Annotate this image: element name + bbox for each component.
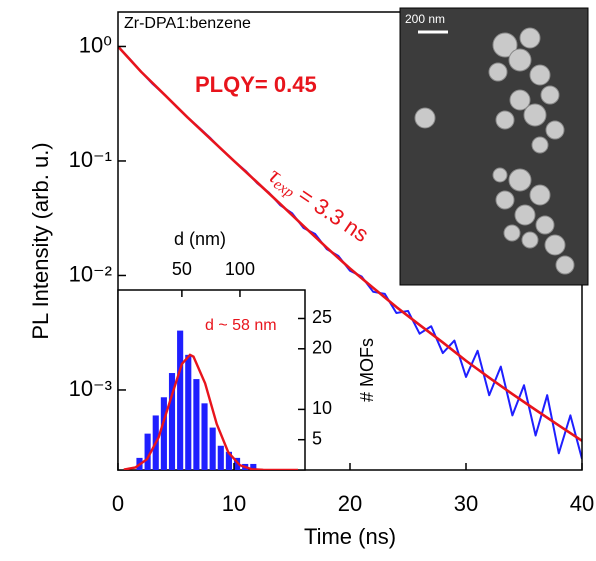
histogram-bar <box>168 373 176 470</box>
inset-x-tick-label: 100 <box>225 259 255 279</box>
histogram-bar <box>250 463 257 470</box>
y-tick-label: 10⁻² <box>69 261 112 286</box>
histogram-bar <box>177 330 184 470</box>
x-axis-label: Time (ns) <box>304 524 396 549</box>
y-tick-label: 10⁻³ <box>69 376 112 401</box>
y-axis-label: PL Intensity (arb. u.) <box>28 142 53 339</box>
x-tick-label: 0 <box>112 491 124 516</box>
inset-x-tick-label: 50 <box>172 259 192 279</box>
sem-image: 200 nm <box>399 7 589 286</box>
inset-y-axis-label: # MOFs <box>357 338 377 402</box>
histogram-fit <box>123 353 299 470</box>
inset-annotation: d ~ 58 nm <box>205 317 277 334</box>
inset-y-tick-label: 20 <box>312 338 332 358</box>
inset-x-axis-label: d (nm) <box>174 229 226 249</box>
histogram-bar <box>185 354 192 470</box>
tau-text: = 3.3 ns <box>289 179 373 247</box>
histogram-bar <box>193 379 200 470</box>
histogram-bar <box>225 451 232 470</box>
histogram-bar <box>217 445 224 470</box>
histogram-bar <box>144 433 151 470</box>
inset-y-tick-label: 10 <box>312 398 332 418</box>
inset-y-tick-label: 25 <box>312 307 332 327</box>
x-tick-label: 30 <box>454 491 478 516</box>
x-tick-label: 10 <box>222 491 246 516</box>
image-scale-label: 200 nm <box>405 12 445 26</box>
histogram-bar <box>201 403 208 470</box>
inset-y-tick-label: 5 <box>312 428 322 448</box>
inset-plot-data <box>123 330 299 470</box>
histogram-bar <box>233 457 241 470</box>
main-plot-data <box>118 45 582 460</box>
y-tick-label: 10⁰ <box>79 32 112 57</box>
histogram-bar <box>209 427 216 470</box>
x-tick-label: 20 <box>338 491 362 516</box>
chart-title: Zr-DPA1:benzene <box>124 15 251 32</box>
plqy-annotation: PLQY= 0.45 <box>195 72 317 97</box>
x-tick-label: 40 <box>570 491 594 516</box>
y-tick-label: 10⁻¹ <box>69 147 112 172</box>
histogram-bar <box>160 397 167 470</box>
fit-line <box>118 45 582 442</box>
